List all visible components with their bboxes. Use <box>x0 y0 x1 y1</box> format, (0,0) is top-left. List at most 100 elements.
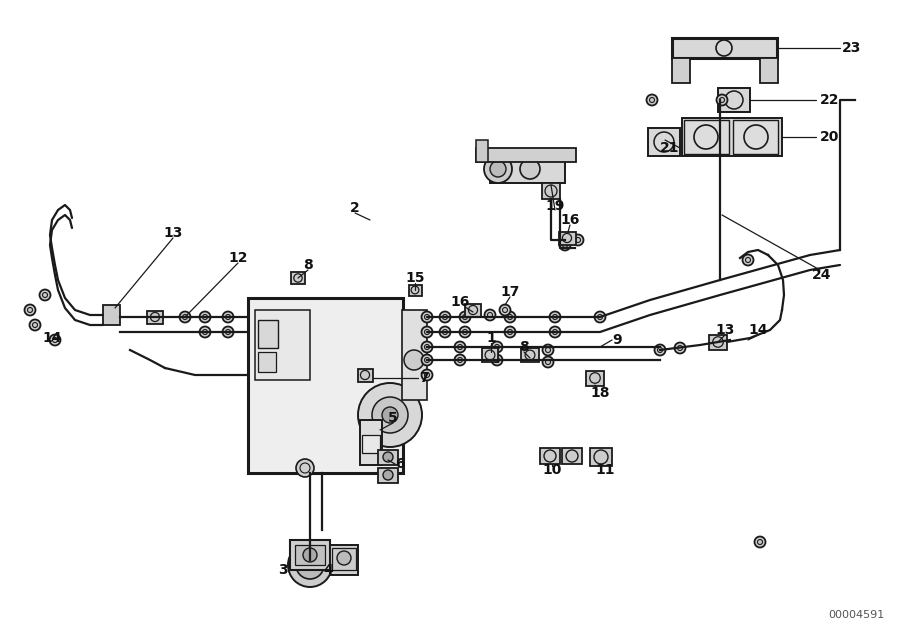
Bar <box>521 348 539 362</box>
Text: 8: 8 <box>519 340 529 354</box>
Circle shape <box>222 312 233 323</box>
Bar <box>718 88 750 112</box>
Bar <box>542 183 560 199</box>
Circle shape <box>520 159 540 179</box>
Circle shape <box>421 326 433 337</box>
Circle shape <box>439 312 451 323</box>
Bar <box>672 58 690 83</box>
Circle shape <box>454 342 465 352</box>
Bar <box>409 284 421 295</box>
Bar <box>248 298 403 473</box>
Text: 14: 14 <box>748 323 768 337</box>
Bar <box>482 348 498 362</box>
Bar <box>103 305 120 325</box>
Circle shape <box>543 356 553 368</box>
Circle shape <box>484 309 496 321</box>
Bar <box>672 38 777 58</box>
Circle shape <box>200 312 211 323</box>
Circle shape <box>40 290 50 300</box>
Circle shape <box>372 397 408 433</box>
Text: 18: 18 <box>590 386 610 400</box>
Bar <box>402 310 427 400</box>
Text: 23: 23 <box>842 41 861 55</box>
Bar <box>540 448 560 464</box>
Circle shape <box>421 354 433 366</box>
Bar <box>490 155 565 183</box>
Circle shape <box>454 354 465 366</box>
Text: 5: 5 <box>388 411 398 425</box>
Text: 24: 24 <box>812 268 832 282</box>
Text: 15: 15 <box>405 271 425 285</box>
Text: 16: 16 <box>450 295 470 309</box>
Text: 11: 11 <box>595 463 615 477</box>
Bar <box>332 548 356 570</box>
Circle shape <box>654 345 665 356</box>
Text: 22: 22 <box>820 93 840 107</box>
Circle shape <box>404 350 424 370</box>
Text: 16: 16 <box>561 213 580 227</box>
Text: 2: 2 <box>350 201 360 215</box>
Bar <box>586 370 604 385</box>
Text: 00004591: 00004591 <box>828 610 884 620</box>
Circle shape <box>421 342 433 352</box>
Circle shape <box>560 239 571 250</box>
Bar <box>476 148 576 162</box>
Bar <box>733 120 778 154</box>
Bar <box>682 118 782 156</box>
Bar <box>760 58 778 83</box>
Circle shape <box>460 312 471 323</box>
Text: 20: 20 <box>820 130 840 144</box>
Circle shape <box>358 383 422 447</box>
Text: 10: 10 <box>543 463 562 477</box>
Text: 19: 19 <box>545 199 564 213</box>
Circle shape <box>460 326 471 337</box>
Circle shape <box>505 312 516 323</box>
Text: 1: 1 <box>486 331 496 345</box>
Circle shape <box>484 155 512 183</box>
Bar <box>684 120 729 154</box>
Circle shape <box>491 354 502 366</box>
Circle shape <box>550 326 561 337</box>
Text: 17: 17 <box>500 285 519 299</box>
Circle shape <box>50 335 60 345</box>
Bar <box>362 435 380 453</box>
Bar <box>258 352 276 372</box>
Circle shape <box>421 312 433 323</box>
Text: 13: 13 <box>716 323 734 337</box>
Circle shape <box>543 345 553 356</box>
Circle shape <box>505 326 516 337</box>
Text: 12: 12 <box>229 251 248 265</box>
Circle shape <box>296 459 314 477</box>
Bar <box>476 140 488 162</box>
Circle shape <box>754 537 766 547</box>
Circle shape <box>491 342 502 352</box>
Circle shape <box>646 95 658 105</box>
Text: 9: 9 <box>612 333 622 347</box>
Text: 6: 6 <box>395 457 405 471</box>
Text: 21: 21 <box>661 141 680 155</box>
Bar <box>559 232 575 244</box>
Circle shape <box>550 312 561 323</box>
Bar <box>378 468 398 483</box>
Bar <box>295 545 325 565</box>
Text: 8: 8 <box>303 258 313 272</box>
Circle shape <box>337 551 351 565</box>
Text: 14: 14 <box>42 331 62 345</box>
Bar <box>258 320 278 348</box>
Circle shape <box>439 326 451 337</box>
Bar <box>709 335 727 349</box>
Circle shape <box>222 326 233 337</box>
Circle shape <box>595 312 606 323</box>
Bar <box>330 545 358 575</box>
Bar <box>357 368 373 382</box>
Circle shape <box>296 551 324 579</box>
Circle shape <box>421 370 433 380</box>
Bar <box>465 304 481 316</box>
Circle shape <box>30 319 40 330</box>
Circle shape <box>383 452 393 462</box>
Bar <box>648 128 680 156</box>
Circle shape <box>674 342 686 354</box>
Circle shape <box>24 305 35 316</box>
Circle shape <box>500 305 510 316</box>
Text: 13: 13 <box>163 226 183 240</box>
